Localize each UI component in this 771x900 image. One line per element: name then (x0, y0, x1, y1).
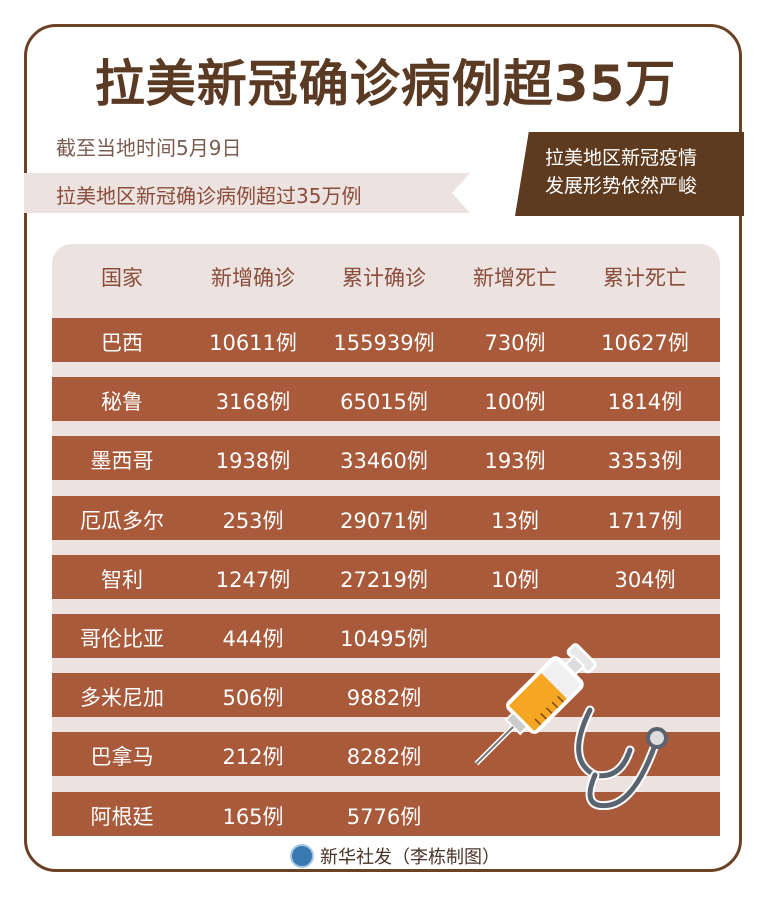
table-row: 厄瓜多尔 253例 29071例 13例 1717例 (52, 495, 720, 540)
ribbon-line-2: 发展形势依然严峻 (545, 175, 698, 197)
country-cell: 巴拿马 (90, 745, 154, 770)
page-title: 拉美新冠确诊病例超35万 (94, 55, 677, 113)
summary-banner: 拉美地区新冠确诊病例超过35万例 (24, 173, 470, 213)
table-row: 巴拿马 212例 8282例 (52, 732, 720, 777)
value-cell: 1247例 (215, 567, 291, 592)
value-cell: 506例 (222, 686, 284, 711)
value-cell: 304例 (614, 567, 676, 592)
column-header: 累计死亡 (603, 266, 687, 290)
country-cell: 巴西 (101, 331, 143, 355)
value-cell: 212例 (222, 745, 284, 770)
value-cell: 3168例 (215, 390, 291, 415)
value-cell: 10627例 (601, 331, 689, 355)
value-cell: 165例 (222, 804, 284, 829)
credit: 新华社发（李栋制图） (290, 843, 500, 869)
medical-illustration (474, 643, 668, 810)
table-row: 巴西 10611例 155939例 730例 10627例 (52, 318, 720, 362)
country-cell: 墨西哥 (90, 449, 154, 474)
column-header: 国家 (101, 266, 143, 290)
value-cell: 10495例 (340, 627, 428, 651)
infographic-frame (24, 24, 742, 872)
value-cell: 10611例 (209, 331, 297, 355)
credit-text: 新华社发（李栋制图） (320, 847, 500, 868)
value-cell: 444例 (222, 627, 284, 651)
country-cell: 多米尼加 (80, 686, 164, 711)
stethoscope-icon (574, 705, 668, 810)
table-row: 秘鲁 3168例 65015例 100例 1814例 (52, 377, 720, 422)
value-cell: 155939例 (333, 331, 435, 355)
ribbon-line-1: 拉美地区新冠疫情 (545, 147, 698, 169)
syringe-icon (474, 643, 597, 766)
column-header: 新增死亡 (473, 266, 557, 290)
summary-text: 拉美地区新冠确诊病例超过35万例 (56, 184, 362, 208)
value-cell: 1814例 (607, 390, 683, 415)
value-cell: 9882例 (346, 686, 422, 711)
column-header: 新增确诊 (211, 266, 295, 290)
table-row: 阿根廷 165例 5776例 (52, 791, 720, 836)
country-cell: 秘鲁 (101, 390, 143, 415)
value-cell: 730例 (484, 331, 546, 355)
value-cell: 1938例 (215, 449, 291, 474)
value-cell: 29071例 (340, 508, 428, 533)
value-cell: 193例 (484, 449, 546, 474)
ribbon: 拉美地区新冠疫情 发展形势依然严峻 (515, 132, 744, 216)
subtitle: 截至当地时间5月9日 (56, 136, 242, 160)
value-cell: 3353例 (607, 449, 683, 474)
country-cell: 智利 (101, 567, 143, 592)
table-row: 哥伦比亚 444例 10495例 (52, 614, 720, 658)
table-row: 多米尼加 506例 9882例 (52, 673, 720, 718)
value-cell: 33460例 (340, 449, 428, 474)
value-cell: 8282例 (346, 745, 422, 770)
column-header: 累计确诊 (342, 266, 426, 290)
country-cell: 哥伦比亚 (80, 627, 164, 651)
value-cell: 1717例 (607, 508, 683, 533)
value-cell: 13例 (491, 508, 539, 533)
country-cell: 厄瓜多尔 (80, 508, 164, 533)
value-cell: 253例 (222, 508, 284, 533)
value-cell: 65015例 (340, 390, 428, 415)
value-cell: 27219例 (340, 567, 428, 592)
country-cell: 阿根廷 (90, 804, 154, 829)
table-row: 智利 1247例 27219例 10例 304例 (52, 554, 720, 599)
value-cell: 5776例 (346, 804, 422, 829)
value-cell: 10例 (491, 567, 539, 592)
xinhua-logo-icon (290, 844, 314, 868)
value-cell: 100例 (484, 390, 546, 415)
table-row: 墨西哥 1938例 33460例 193例 3353例 (52, 436, 720, 481)
